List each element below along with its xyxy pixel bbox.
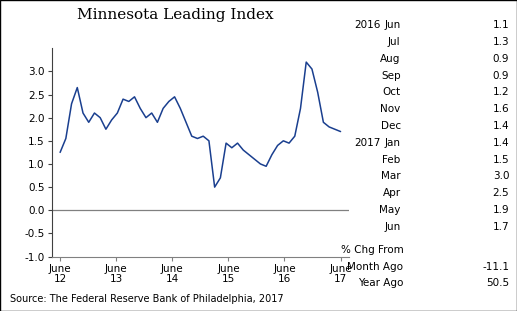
Text: 1.2: 1.2 [493,87,509,97]
Text: Aug: Aug [381,54,401,64]
Text: 0.9: 0.9 [493,71,509,81]
Text: Sep: Sep [381,71,401,81]
Text: 1.7: 1.7 [493,222,509,232]
Text: Jun: Jun [385,222,401,232]
Text: 1.9: 1.9 [493,205,509,215]
Text: Jun: Jun [385,20,401,30]
Text: May: May [379,205,401,215]
Text: Source: The Federal Reserve Bank of Philadelphia, 2017: Source: The Federal Reserve Bank of Phil… [10,294,284,304]
Text: 2.5: 2.5 [493,188,509,198]
Text: 3.0: 3.0 [493,171,509,181]
Text: Minnesota Leading Index: Minnesota Leading Index [78,8,274,22]
Text: 1.6: 1.6 [493,104,509,114]
Text: Oct: Oct [383,87,401,97]
Text: Jul: Jul [388,37,401,47]
Text: 1.4: 1.4 [493,121,509,131]
Text: 1.4: 1.4 [493,138,509,148]
Text: 2016: 2016 [354,20,381,30]
Text: Month Ago: Month Ago [347,262,403,272]
Text: Jan: Jan [385,138,401,148]
Text: 1.5: 1.5 [493,155,509,165]
Text: Apr: Apr [383,188,401,198]
Text: Dec: Dec [381,121,401,131]
Text: 50.5: 50.5 [486,278,509,288]
Text: Feb: Feb [383,155,401,165]
Text: 0.9: 0.9 [493,54,509,64]
Text: % Chg From: % Chg From [341,245,403,255]
Text: 1.3: 1.3 [493,37,509,47]
Text: Mar: Mar [381,171,401,181]
Text: -11.1: -11.1 [482,262,509,272]
Text: 2017: 2017 [354,138,381,148]
Text: 1.1: 1.1 [493,20,509,30]
Text: Nov: Nov [381,104,401,114]
Text: Year Ago: Year Ago [358,278,403,288]
